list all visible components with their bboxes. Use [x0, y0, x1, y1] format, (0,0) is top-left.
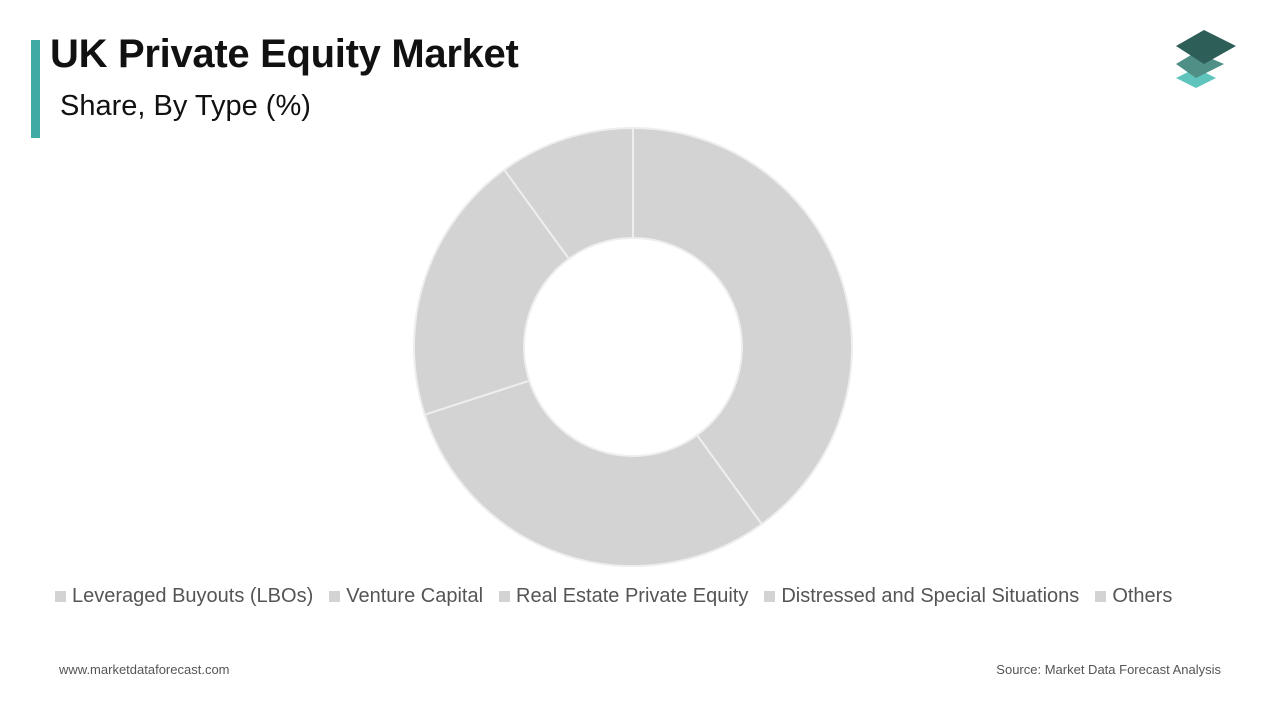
legend-item-venture-capital: Venture Capital — [329, 585, 483, 608]
legend-label: Distressed and Special Situations — [781, 585, 1080, 607]
donut-slice-venture-capital — [423, 379, 764, 567]
legend-item-distressed: Distressed and Special Situations — [764, 585, 1079, 608]
chart-subtitle: Share, By Type (%) — [60, 90, 311, 122]
source-footer: Source: Market Data Forecast Analysis — [996, 662, 1221, 677]
chart-title: UK Private Equity Market — [50, 32, 519, 76]
legend-item-real-estate: Real Estate Private Equity — [499, 585, 748, 608]
legend-label: Real Estate Private Equity — [516, 585, 749, 607]
stacked-layers-logo-icon — [1176, 30, 1236, 88]
legend-swatch — [499, 591, 511, 602]
donut-slice-others — [502, 126, 634, 261]
website-footer: www.marketdataforecast.com — [59, 662, 230, 677]
chart-legend: Leveraged Buyouts (LBOs) Venture Capital… — [55, 585, 1235, 608]
donut-slice-leveraged-buyouts-lbos — [632, 126, 853, 526]
legend-item-others: Others — [1095, 585, 1172, 608]
legend-swatch — [1095, 591, 1107, 602]
title-accent-bar — [31, 40, 40, 138]
legend-swatch — [55, 591, 66, 602]
legend-swatch — [329, 591, 341, 602]
legend-label: Leveraged Buyouts (LBOs) — [72, 585, 314, 607]
legend-label: Venture Capital — [346, 585, 484, 607]
donut-slice-real-estate-private-equity — [413, 168, 571, 416]
legend-swatch — [764, 591, 776, 602]
logo-layer-middle — [1176, 52, 1224, 78]
legend-label: Others — [1112, 585, 1173, 607]
donut-slices — [413, 126, 853, 567]
logo-layer-top — [1176, 30, 1236, 64]
legend-item-lbos: Leveraged Buyouts (LBOs) — [55, 585, 313, 608]
